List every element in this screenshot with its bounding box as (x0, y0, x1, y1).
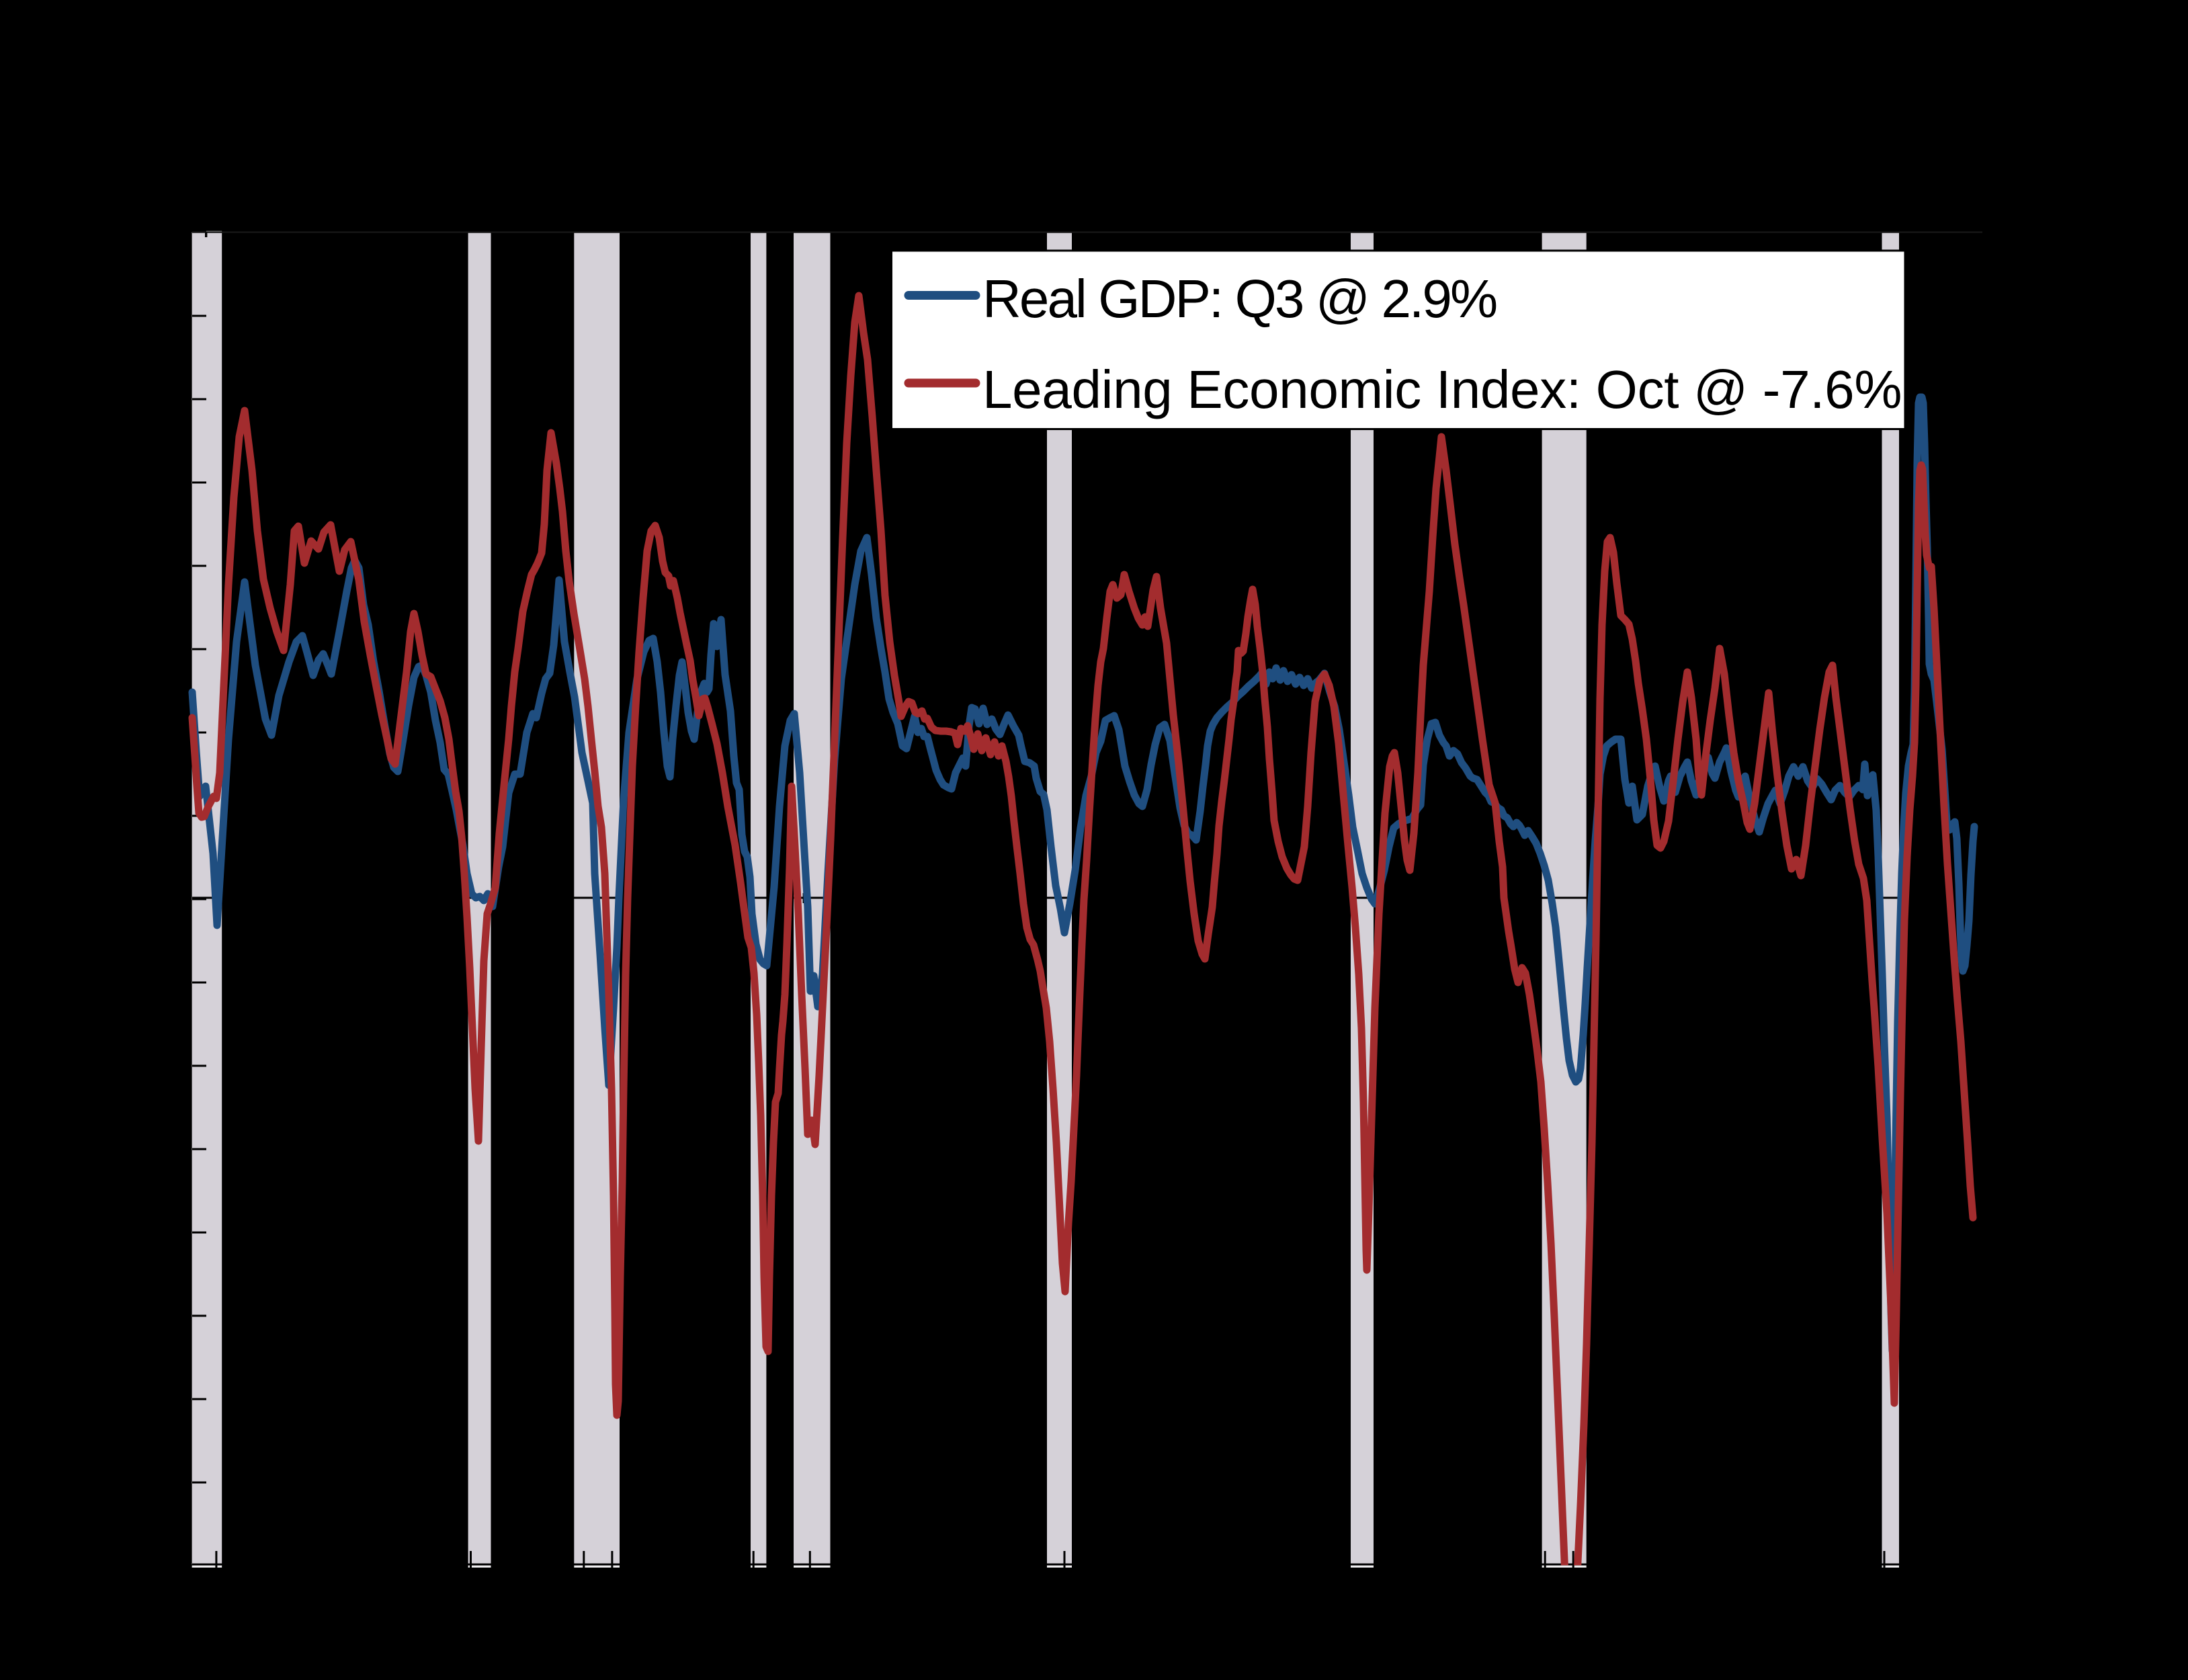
svg-text:Real GDP: Q3 @ 2.9%: Real GDP: Q3 @ 2.9% (982, 269, 1497, 329)
svg-text:Leading Economic Index: Oct @: Leading Economic Index: Oct @ -7.6% (982, 360, 1902, 419)
